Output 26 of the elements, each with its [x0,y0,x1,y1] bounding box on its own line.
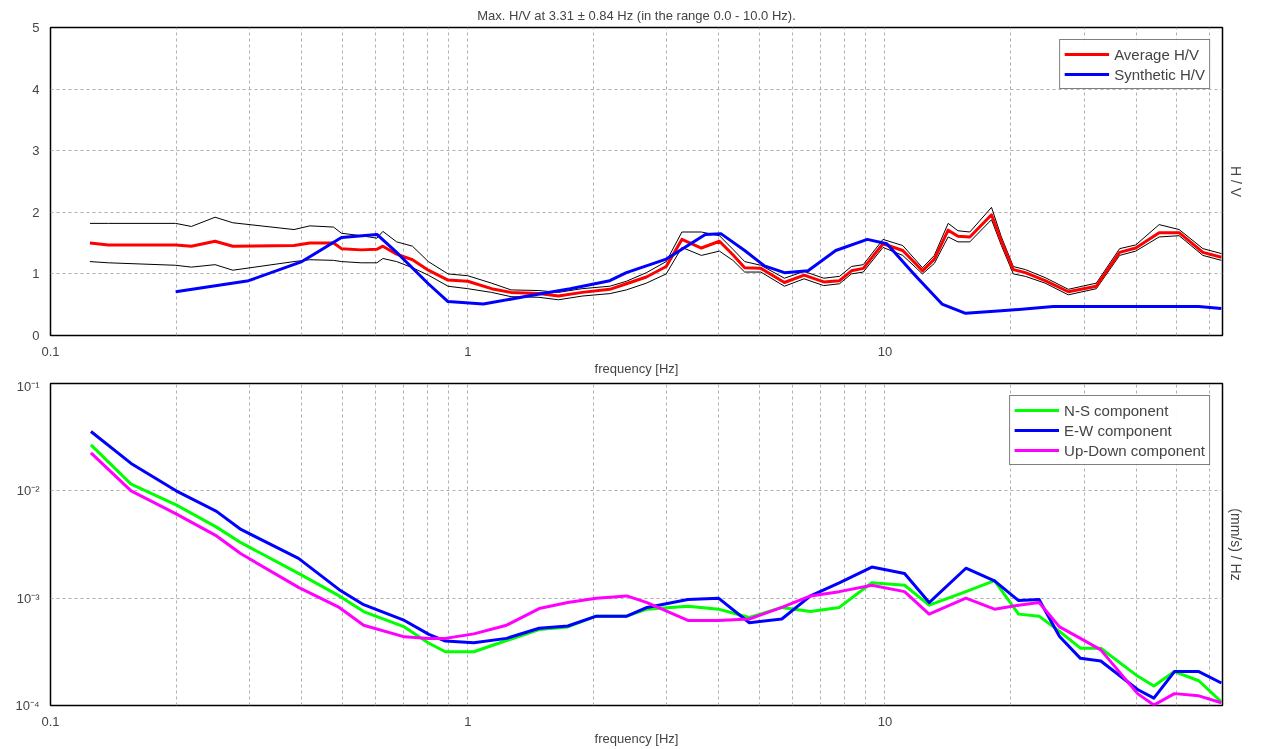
x-tick-label: 1 [464,343,472,359]
y-tick-label: 0 [32,328,40,343]
y-tick-label: 10⁻² [16,483,41,499]
x-tick-label: 10 [877,343,893,359]
legend-label: Synthetic H/V [1114,65,1205,83]
y-tick-label: 5 [32,20,40,35]
x-tick-label: 1 [464,713,472,729]
y-tick-label: 10⁻³ [16,590,41,606]
chart-title: Max. H/V at 3.31 ± 0.84 Hz (in the range 0.0 - 10.0 Hz). [477,7,796,23]
legend-label: Up-Down component [1064,441,1205,459]
y-axis-title: H / V [1227,165,1244,198]
y-tick-label: 1 [32,266,40,282]
y-axis-title: (mm/s) / Hz [1227,508,1244,581]
legend-label: Average H/V [1114,45,1199,63]
x-tick-label: 0.1 [41,343,60,359]
x-tick-label: 10 [877,713,893,729]
y-tick-label: 3 [32,143,40,159]
legend-label: E-W component [1064,421,1172,439]
x-axis-title: frequency [Hz] [594,730,679,746]
legend-label: N-S component [1064,401,1169,419]
y-tick-label: 10⁻¹ [16,378,41,394]
y-tick-label: 10⁻⁴ [15,698,40,713]
x-tick-label: 0.1 [41,713,60,729]
y-tick-label: 4 [32,81,40,97]
x-axis-title: frequency [Hz] [594,360,679,376]
y-tick-label: 2 [32,204,40,220]
